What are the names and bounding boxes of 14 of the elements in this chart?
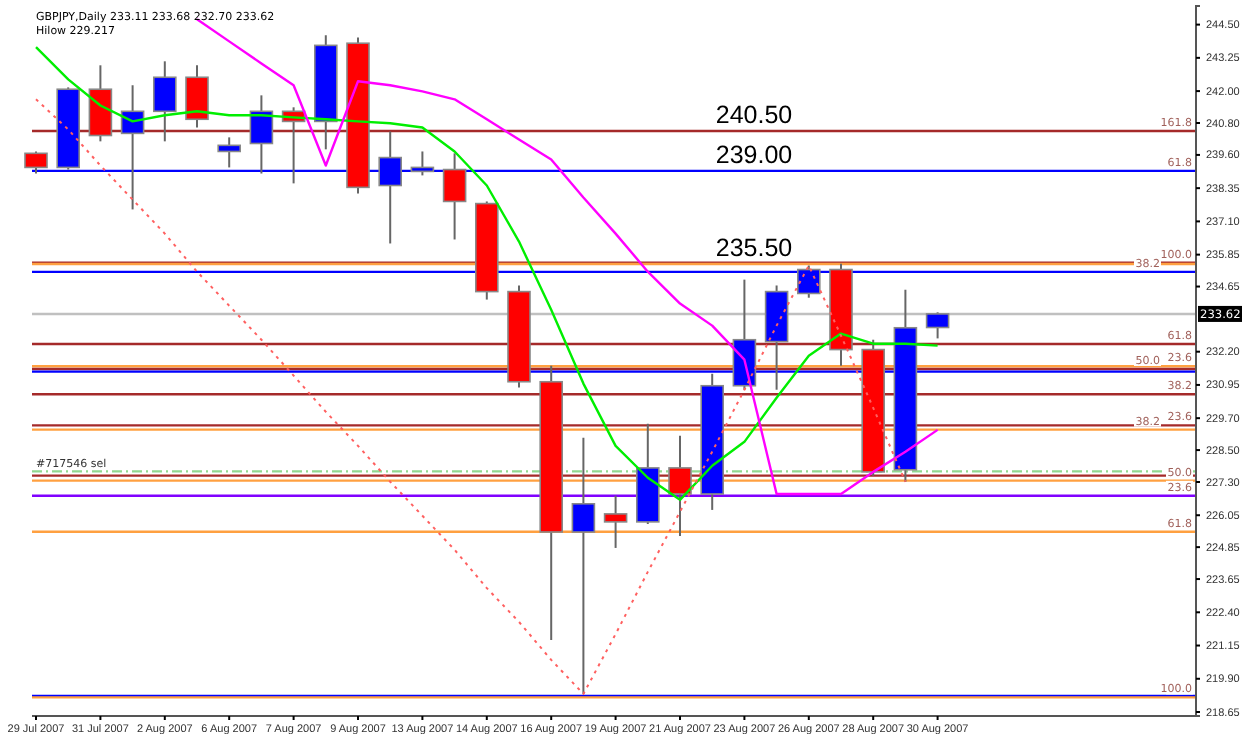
ref-line-label: 240.50 [715, 100, 793, 129]
candlestick [442, 152, 467, 241]
line-series [195, 18, 939, 496]
line-series [35, 98, 907, 695]
candlestick [185, 64, 209, 129]
candlestick [925, 311, 950, 340]
line-series [34, 46, 939, 502]
ref-line-label: 239.00 [715, 140, 793, 169]
candlestick [153, 60, 177, 143]
candlestick [668, 434, 692, 537]
candlestick [88, 64, 113, 143]
candlestick [24, 150, 48, 175]
candlestick [603, 494, 628, 549]
ref-line-label: 235.50 [715, 233, 793, 262]
